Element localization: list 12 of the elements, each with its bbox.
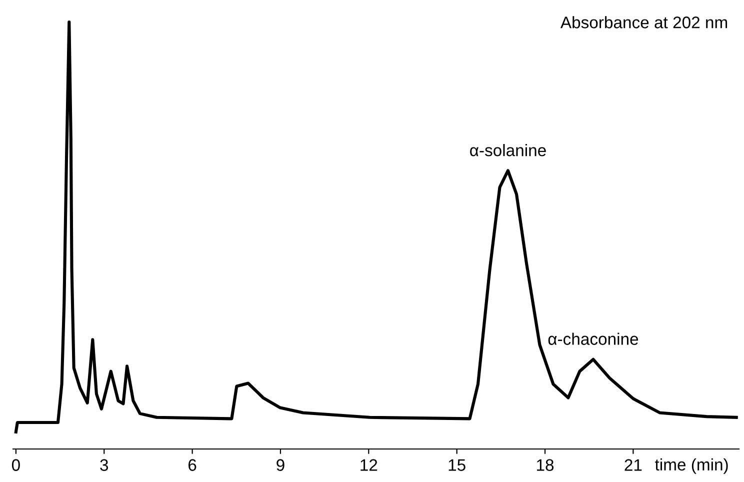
x-tick-label: 15 — [448, 459, 466, 471]
x-tick-label: 0 — [12, 459, 20, 471]
x-tick-label: 3 — [100, 459, 108, 471]
annotation: Absorbance at 202 nm — [560, 16, 728, 28]
x-tick-label: 21 — [624, 459, 642, 471]
x-tick-label: 18 — [537, 459, 554, 471]
x-axis-title: time (min) — [655, 458, 728, 474]
x-tick-label: 12 — [360, 459, 378, 471]
annotation: α-solanine — [470, 144, 546, 156]
x-tick-label: 9 — [276, 459, 284, 471]
x-tick-label: 6 — [188, 459, 196, 471]
annotation: α-chaconine — [548, 332, 638, 345]
